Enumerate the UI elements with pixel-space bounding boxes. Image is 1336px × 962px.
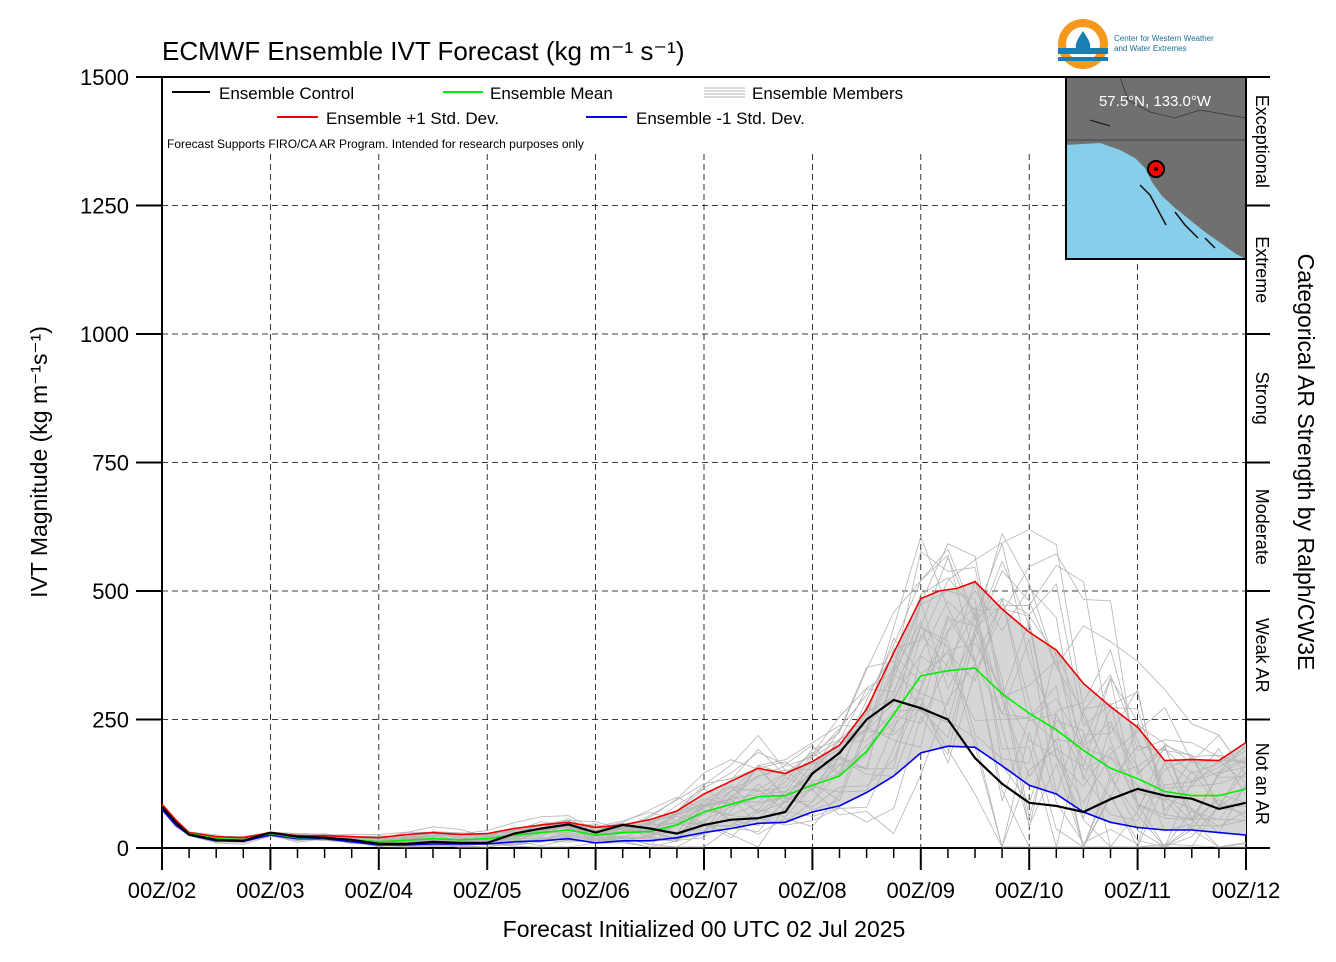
logo-text-line2: and Water Extremes — [1114, 44, 1187, 53]
y-tick-label: 1000 — [80, 322, 129, 347]
category-label: Moderate — [1252, 489, 1272, 565]
legend-item-members: Ensemble Members — [704, 84, 903, 103]
cw3e-logo: Center for Western Weather and Water Ext… — [1058, 19, 1214, 69]
x-tick-label: 00Z/07 — [670, 878, 739, 903]
ensemble-series-lines — [162, 580, 1246, 846]
right-axis-label: Categorical AR Strength by Ralph/CW3E — [1293, 254, 1319, 671]
x-tick-label: 00Z/09 — [887, 878, 956, 903]
x-tick-label: 00Z/08 — [778, 878, 847, 903]
inset-map: 57.5°N, 133.0°W — [1065, 76, 1247, 260]
logo-text-line1: Center for Western Weather — [1114, 34, 1214, 43]
y-tick-label: 1500 — [80, 65, 129, 90]
legend-label-minus-std: Ensemble -1 Std. Dev. — [636, 109, 805, 128]
x-tick-label: 00Z/06 — [561, 878, 630, 903]
x-tick-label: 00Z/05 — [453, 878, 522, 903]
ensemble-member-line — [162, 583, 1246, 844]
x-tick-label: 00Z/04 — [345, 878, 414, 903]
series-line-ensemble-control — [162, 698, 1246, 846]
map-location-label: 57.5°N, 133.0°W — [1099, 93, 1212, 110]
y-tick-label: 0 — [117, 836, 129, 861]
y-tick-label: 1250 — [80, 194, 129, 219]
x-tick-label: 00Z/11 — [1104, 878, 1171, 903]
y-tick-label: 250 — [92, 708, 129, 733]
research-note: Forecast Supports FIRO/CA AR Program. In… — [167, 137, 584, 151]
std-dev-band-area — [162, 581, 1246, 845]
x-tick-label: 00Z/03 — [236, 878, 305, 903]
legend-item-control: Ensemble Control — [172, 84, 354, 103]
x-tick-label: 00Z/10 — [995, 878, 1064, 903]
series-line-ensemble-1-std-dev — [162, 580, 1246, 839]
legend-label-control: Ensemble Control — [219, 84, 354, 103]
map-ocean — [1066, 143, 1246, 259]
legend-item-mean: Ensemble Mean — [443, 84, 613, 103]
x-tick-label: 00Z/12 — [1212, 878, 1281, 903]
x-tick-label: 00Z/02 — [128, 878, 197, 903]
category-label: Not an AR — [1252, 743, 1272, 825]
chart-title: ECMWF Ensemble IVT Forecast (kg m⁻¹ s⁻¹) — [162, 36, 684, 66]
legend-label-plus-std: Ensemble +1 Std. Dev. — [326, 109, 499, 128]
std-dev-band — [162, 581, 1246, 845]
y-axis-label: IVT Magnitude (kg m⁻¹s⁻¹) — [26, 326, 52, 598]
legend-label-members: Ensemble Members — [752, 84, 903, 103]
y-tick-label: 750 — [92, 451, 129, 476]
chart-axes: 0 250 500 750 1000 1250 1500 00Z/02 00Z/03 00Z/04… — [80, 65, 1280, 903]
category-label: Exceptional — [1252, 95, 1272, 188]
category-label: Weak AR — [1252, 618, 1272, 693]
x-axis-label: Forecast Initialized 00 UTC 02 Jul 2025 — [503, 916, 906, 942]
series-line-ensemble-1-std-dev — [162, 745, 1246, 846]
category-label: Strong — [1252, 372, 1272, 425]
ensemble-member-line — [162, 543, 1246, 848]
legend-item-minus-std: Ensemble -1 Std. Dev. — [586, 109, 805, 128]
y-tick-label: 500 — [92, 579, 129, 604]
category-label: Extreme — [1252, 236, 1272, 303]
legend-label-mean: Ensemble Mean — [490, 84, 613, 103]
legend: Ensemble Control Ensemble Mean Ensemble … — [166, 80, 1062, 154]
legend-item-plus-std: Ensemble +1 Std. Dev. — [277, 109, 499, 128]
